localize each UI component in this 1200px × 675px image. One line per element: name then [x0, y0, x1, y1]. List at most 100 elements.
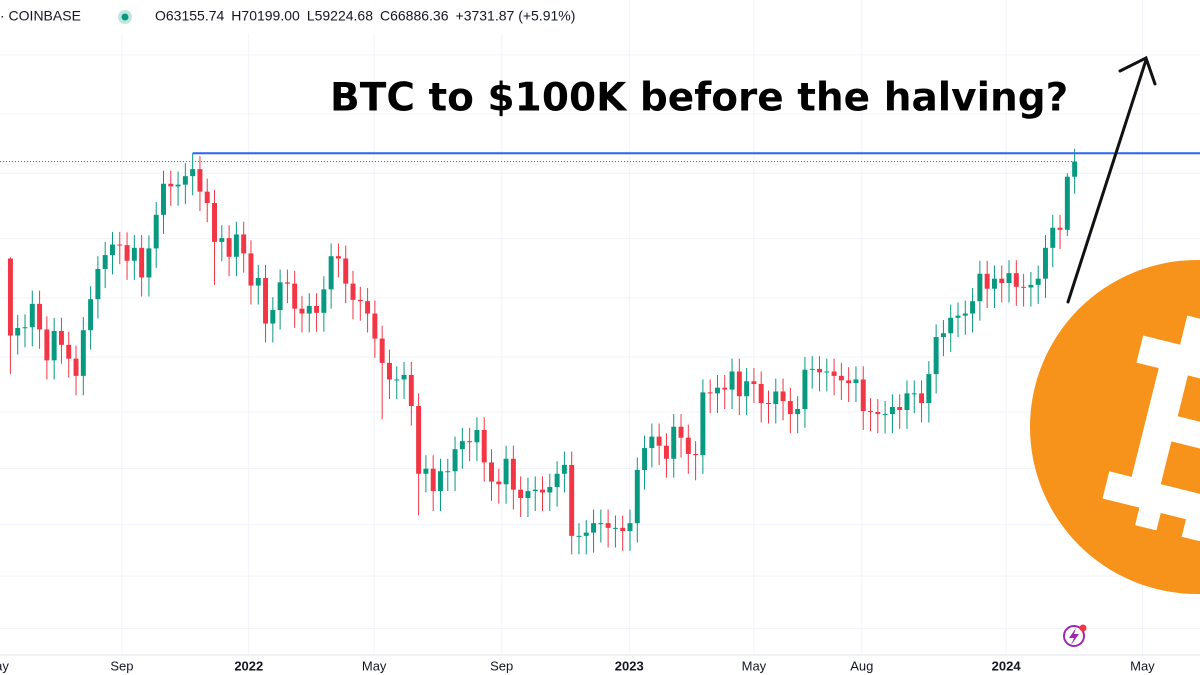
candle-body — [117, 244, 123, 246]
candle-body — [263, 278, 269, 324]
candle-body — [299, 308, 305, 314]
candle-body — [904, 393, 910, 411]
candle-body — [153, 214, 159, 249]
candle-body — [620, 527, 626, 532]
candle-body — [889, 407, 895, 415]
candle-body — [1021, 286, 1027, 288]
candle-body — [481, 429, 487, 463]
candle-body — [95, 268, 101, 300]
candle-body — [1013, 273, 1019, 287]
candle-body — [627, 523, 633, 532]
candle-body — [109, 244, 115, 256]
candle-body — [970, 301, 976, 314]
candle-body — [233, 234, 239, 257]
candle-body — [212, 203, 217, 242]
overlay — [0, 152, 1200, 163]
candle-body — [561, 464, 567, 474]
candle-body — [80, 330, 86, 376]
bitcoin-logo — [1030, 260, 1200, 594]
candle-body — [416, 406, 422, 474]
x-tick-label: 2022 — [234, 658, 263, 673]
candle-body — [197, 169, 203, 192]
ohlc-legend: O63155.74 H70199.00 L59224.68 C66886.36 +373… — [155, 8, 575, 24]
candle-body — [984, 273, 990, 289]
candle-body — [977, 273, 983, 302]
candle-body — [846, 380, 852, 384]
candle-body — [423, 468, 429, 474]
candle-body — [226, 238, 232, 257]
candle-body — [438, 471, 443, 492]
ohlc-value: H70199.00 — [231, 8, 300, 24]
candle-body — [510, 458, 516, 490]
candle-body — [328, 256, 334, 290]
candle-body — [219, 238, 225, 242]
candle-body — [357, 299, 363, 302]
tv-icon[interactable] — [1063, 624, 1087, 647]
candle-body — [700, 392, 706, 456]
candle-body — [962, 313, 968, 316]
x-tick-label: Aug — [850, 658, 873, 673]
candle-body — [671, 426, 677, 459]
x-tick-label: 2023 — [615, 658, 644, 673]
candle-body — [795, 409, 801, 415]
candle-body — [678, 426, 684, 438]
candle-body — [15, 327, 21, 336]
candle-body — [991, 278, 997, 289]
candle-body — [335, 256, 341, 259]
candle-body — [379, 338, 385, 363]
candle-body — [787, 401, 793, 415]
candle-body — [401, 374, 407, 380]
candle-body — [7, 258, 13, 336]
candle-body — [926, 374, 932, 404]
candle-body — [882, 414, 888, 416]
candle-body — [1028, 284, 1034, 288]
candle-body — [408, 374, 414, 407]
candle-body — [911, 393, 917, 395]
candle-body — [569, 464, 575, 536]
candle-body — [430, 468, 436, 492]
candle-body — [999, 278, 1005, 284]
candle-body — [58, 330, 64, 345]
candle-body — [168, 183, 174, 187]
candle-body — [474, 429, 480, 443]
candle-body — [22, 327, 28, 329]
candle-body — [605, 523, 611, 528]
candle-body — [693, 453, 699, 456]
candle-body — [532, 489, 538, 492]
candles — [7, 148, 1078, 555]
candle-body — [386, 362, 392, 380]
candle-body — [1072, 161, 1078, 177]
candle-body — [270, 310, 276, 324]
ohlc-value: +3731.87 (+5.91%) — [456, 8, 576, 24]
ohlc-value: C66886.36 — [380, 8, 449, 24]
candle-body — [766, 403, 771, 405]
ohlc-value: L59224.68 — [307, 8, 373, 24]
candle-body — [780, 391, 786, 402]
x-tick-label: 2024 — [992, 658, 1022, 673]
candle-body — [489, 462, 494, 482]
candle-body — [241, 234, 247, 254]
candle-body — [875, 412, 881, 415]
candle-body — [248, 253, 254, 286]
candle-body — [343, 258, 349, 284]
candle-body — [758, 384, 764, 404]
candle-body — [518, 489, 524, 499]
candle-body — [124, 245, 130, 261]
candle-body — [445, 471, 451, 473]
candle-body — [933, 337, 939, 375]
candle-body — [897, 407, 903, 411]
candle-body — [182, 176, 188, 185]
x-tick-label: May — [0, 658, 9, 673]
candle-body — [736, 371, 742, 397]
candle-body — [139, 247, 145, 278]
candle-body — [583, 532, 589, 536]
candle-body — [161, 183, 166, 215]
candle-body — [292, 283, 298, 309]
candle-body — [350, 283, 356, 300]
candle-body — [649, 436, 655, 449]
candle-body — [365, 301, 371, 314]
candle-body — [306, 305, 312, 314]
arrow — [1066, 55, 1157, 304]
candle-body — [722, 387, 728, 390]
